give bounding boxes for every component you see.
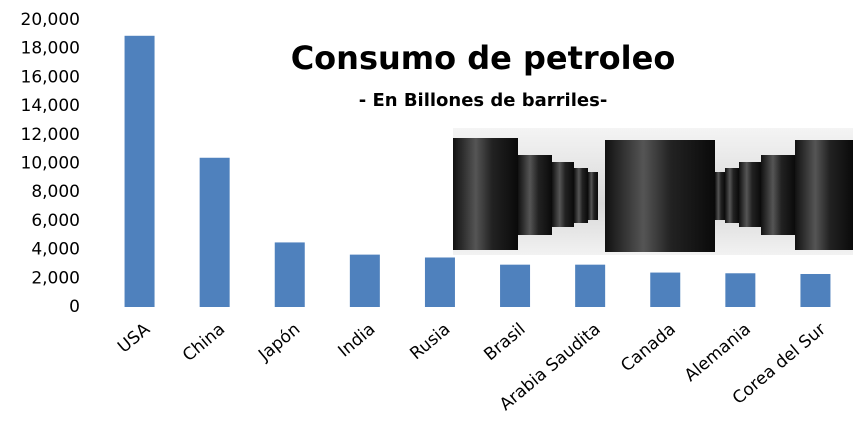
- y-tick-label: 6,000: [31, 211, 80, 231]
- x-tick-label: China: [179, 319, 229, 366]
- y-tick-label: 12,000: [21, 125, 80, 145]
- x-tick-label: Japón: [254, 319, 304, 365]
- y-tick-label: 14,000: [21, 96, 80, 116]
- x-tick-label: Alemania: [681, 319, 755, 386]
- y-tick-label: 0: [69, 297, 80, 317]
- y-tick-label: 16,000: [21, 67, 80, 87]
- bar: [125, 36, 155, 307]
- x-tick-label: Rusia: [406, 319, 454, 364]
- bar: [200, 158, 230, 307]
- bar: [725, 273, 755, 307]
- y-tick-label: 10,000: [21, 154, 80, 174]
- y-tick-label: 18,000: [21, 39, 80, 59]
- x-tick-label: Brasil: [480, 319, 529, 365]
- bar: [275, 242, 305, 307]
- barrels-image: [453, 128, 853, 255]
- x-tick-label: USA: [114, 319, 154, 357]
- bar: [425, 257, 455, 307]
- bar: [500, 265, 530, 307]
- chart-subtitle: - En Billones de barriles-: [359, 90, 608, 111]
- bar: [650, 273, 680, 307]
- bar: [800, 274, 830, 307]
- x-tick-label: India: [334, 319, 379, 361]
- bar: [350, 255, 380, 307]
- y-tick-label: 2,000: [31, 268, 80, 288]
- chart: 0 2,000 4,000 6,000 8,000 10,000 12,000 14,000 1…: [0, 0, 853, 422]
- y-tick-label: 4,000: [31, 240, 80, 260]
- chart-title: Consumo de petroleo: [291, 39, 676, 77]
- y-tick-label: 20,000: [21, 10, 80, 30]
- bar: [575, 265, 605, 307]
- x-tick-label: Canada: [617, 319, 679, 376]
- y-tick-label: 8,000: [31, 182, 80, 202]
